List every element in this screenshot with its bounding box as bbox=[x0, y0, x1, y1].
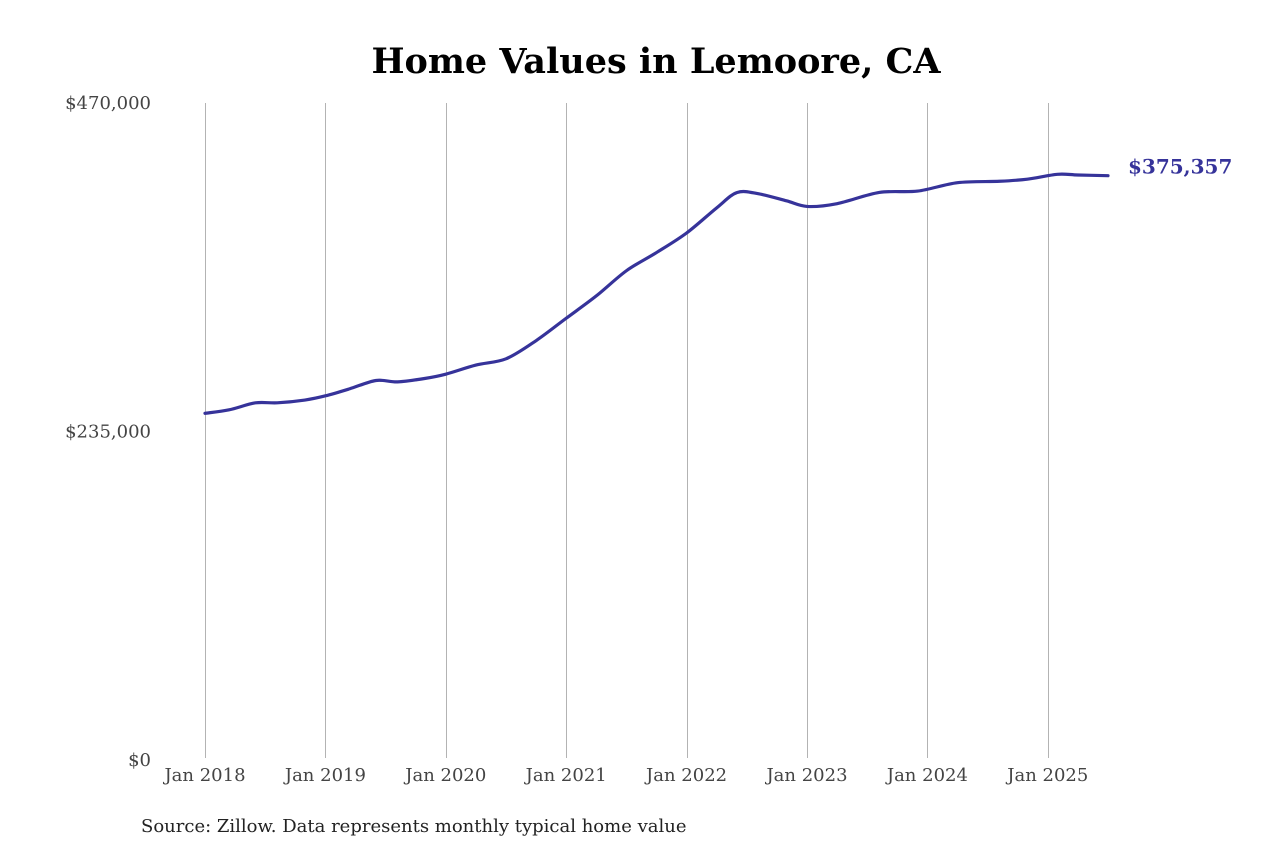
x-tick-label: Jan 2025 bbox=[1005, 765, 1088, 786]
y-axis-tick-labels: $0 $235,000 $470,000 bbox=[65, 93, 151, 771]
x-tick-label: Jan 2018 bbox=[162, 765, 245, 786]
chart-title: Home Values in Lemoore, CA bbox=[371, 41, 941, 82]
series-layer: $375,357 bbox=[203, 155, 1232, 415]
y-tick-label: $470,000 bbox=[65, 93, 151, 114]
vertical-gridlines bbox=[205, 103, 1049, 758]
x-tick-label: Jan 2020 bbox=[403, 765, 486, 786]
x-tick-label: Jan 2019 bbox=[283, 765, 366, 786]
x-tick-label: Jan 2024 bbox=[885, 765, 968, 786]
source-note: Source: Zillow. Data represents monthly … bbox=[141, 816, 687, 837]
home-value-line bbox=[203, 172, 1110, 415]
x-tick-label: Jan 2021 bbox=[524, 765, 607, 786]
y-tick-label: $0 bbox=[128, 750, 151, 771]
y-tick-label: $235,000 bbox=[65, 422, 151, 443]
x-axis-tick-labels: Jan 2018 Jan 2019 Jan 2020 Jan 2021 Jan 2022… bbox=[162, 765, 1088, 786]
x-tick-label: Jan 2022 bbox=[644, 765, 727, 786]
x-tick-label: Jan 2023 bbox=[764, 765, 847, 786]
latest-value-label: $375,357 bbox=[1128, 155, 1232, 179]
